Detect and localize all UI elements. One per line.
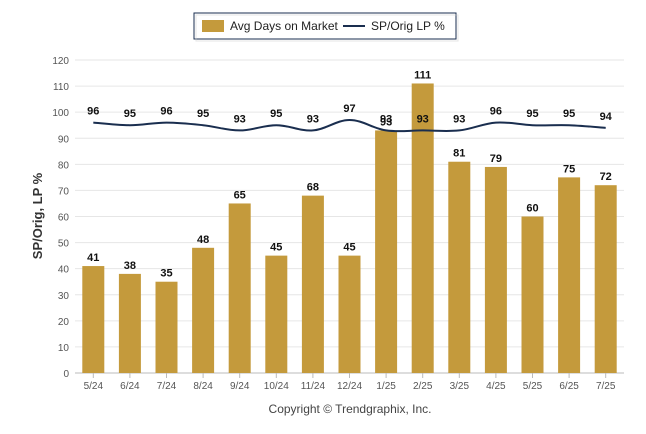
- bar[interactable]: [558, 177, 581, 373]
- bar[interactable]: [594, 185, 617, 373]
- line-value-label: 95: [124, 108, 136, 120]
- bar-value-label: 111: [414, 69, 431, 81]
- y-tick-label: 30: [58, 291, 70, 302]
- line-path[interactable]: [93, 118, 606, 133]
- line-data-labels: 96 95 96 95 93 95 93 97 93 93 93 96 95 95 94: [87, 103, 613, 125]
- bar-value-label: 72: [600, 171, 612, 183]
- bar-value-label: 79: [490, 153, 502, 165]
- line-series: [93, 118, 606, 133]
- bar-value-label: 41: [87, 252, 99, 264]
- line-value-label: 95: [197, 108, 209, 120]
- line-value-label: 93: [307, 113, 319, 125]
- bar[interactable]: [375, 130, 398, 373]
- x-tick-label: 10/24: [264, 381, 289, 392]
- x-tick-label: 3/25: [450, 381, 470, 392]
- x-tick-label: 7/24: [157, 381, 177, 392]
- bar-data-labels: 41 38 35 48 65 45 68 45 93 111 81 79 60 75 72: [87, 69, 612, 279]
- line-value-label: 96: [87, 106, 99, 118]
- x-tick-label: 8/24: [193, 381, 213, 392]
- line-value-label: 96: [490, 106, 502, 118]
- x-tick-label: 6/25: [559, 381, 579, 392]
- bar[interactable]: [82, 266, 105, 373]
- bar[interactable]: [192, 247, 215, 373]
- y-tick-label: 100: [52, 108, 69, 119]
- line-value-label: 94: [600, 111, 613, 123]
- bar-value-label: 48: [197, 234, 209, 246]
- bar[interactable]: [521, 216, 544, 374]
- legend-label-line: SP/Orig LP %: [371, 19, 445, 33]
- line-value-label: 95: [563, 108, 575, 120]
- legend-label-bar: Avg Days on Market: [230, 19, 338, 33]
- bars-series: [82, 83, 617, 374]
- line-value-label: 93: [453, 113, 465, 125]
- bar-value-label: 68: [307, 182, 319, 194]
- bar[interactable]: [301, 195, 324, 373]
- x-tick-label: 11/24: [301, 381, 326, 392]
- y-tick-label: 40: [58, 265, 70, 276]
- bar[interactable]: [118, 273, 141, 373]
- bar[interactable]: [338, 255, 361, 373]
- line-value-label: 93: [234, 113, 246, 125]
- x-tick-label: 2/25: [413, 381, 433, 392]
- y-axis-ticks: 0 10 20 30 40 50 60 70 80 90 100 110 120: [52, 56, 69, 380]
- bar-value-label: 35: [160, 268, 172, 280]
- bar-value-label: 65: [234, 189, 246, 201]
- bar[interactable]: [448, 161, 471, 373]
- line-value-label: 95: [526, 108, 538, 120]
- y-tick-label: 0: [63, 369, 69, 380]
- x-axis-ticks: 5/24 6/24 7/24 8/24 9/24 10/24 11/24 12/24 1/25 2…: [84, 373, 616, 392]
- bar[interactable]: [155, 281, 178, 373]
- y-tick-label: 20: [58, 317, 70, 328]
- x-tick-label: 4/25: [486, 381, 506, 392]
- line-value-label: 93: [380, 113, 392, 125]
- y-tick-label: 110: [53, 82, 69, 93]
- legend-swatch-bar: [202, 20, 224, 32]
- y-tick-label: 80: [58, 160, 70, 171]
- bar[interactable]: [265, 255, 288, 373]
- line-value-label: 95: [270, 108, 282, 120]
- line-value-label: 93: [417, 113, 429, 125]
- y-tick-label: 70: [58, 186, 70, 197]
- bar-value-label: 75: [563, 163, 575, 175]
- x-tick-label: 9/24: [230, 381, 250, 392]
- y-axis-label: SP/Orig, LP %: [30, 172, 45, 259]
- line-value-label: 97: [343, 103, 355, 115]
- x-tick-label: 6/24: [120, 381, 140, 392]
- y-tick-label: 10: [58, 343, 70, 354]
- y-tick-label: 120: [52, 56, 69, 67]
- bar-value-label: 93: [380, 116, 392, 128]
- x-tick-label: 5/25: [523, 381, 543, 392]
- bar-value-label: 81: [453, 148, 465, 160]
- copyright-text: Copyright © Trendgraphix, Inc.: [269, 402, 432, 416]
- y-tick-label: 60: [58, 213, 70, 224]
- x-tick-label: 12/24: [337, 381, 362, 392]
- bar-value-label: 45: [343, 242, 355, 254]
- y-tick-label: 50: [58, 239, 70, 250]
- bar[interactable]: [411, 83, 434, 373]
- x-tick-label: 1/25: [376, 381, 396, 392]
- bar-value-label: 38: [124, 260, 136, 272]
- bar-value-label: 60: [526, 203, 538, 215]
- x-tick-label: 7/25: [596, 381, 616, 392]
- y-tick-label: 90: [58, 134, 70, 145]
- legend[interactable]: Avg Days on Market SP/Orig LP %: [193, 12, 459, 42]
- x-tick-label: 5/24: [84, 381, 104, 392]
- bar[interactable]: [228, 203, 251, 373]
- bar-value-label: 45: [270, 242, 282, 254]
- line-value-label: 96: [160, 106, 172, 118]
- bar[interactable]: [484, 166, 507, 373]
